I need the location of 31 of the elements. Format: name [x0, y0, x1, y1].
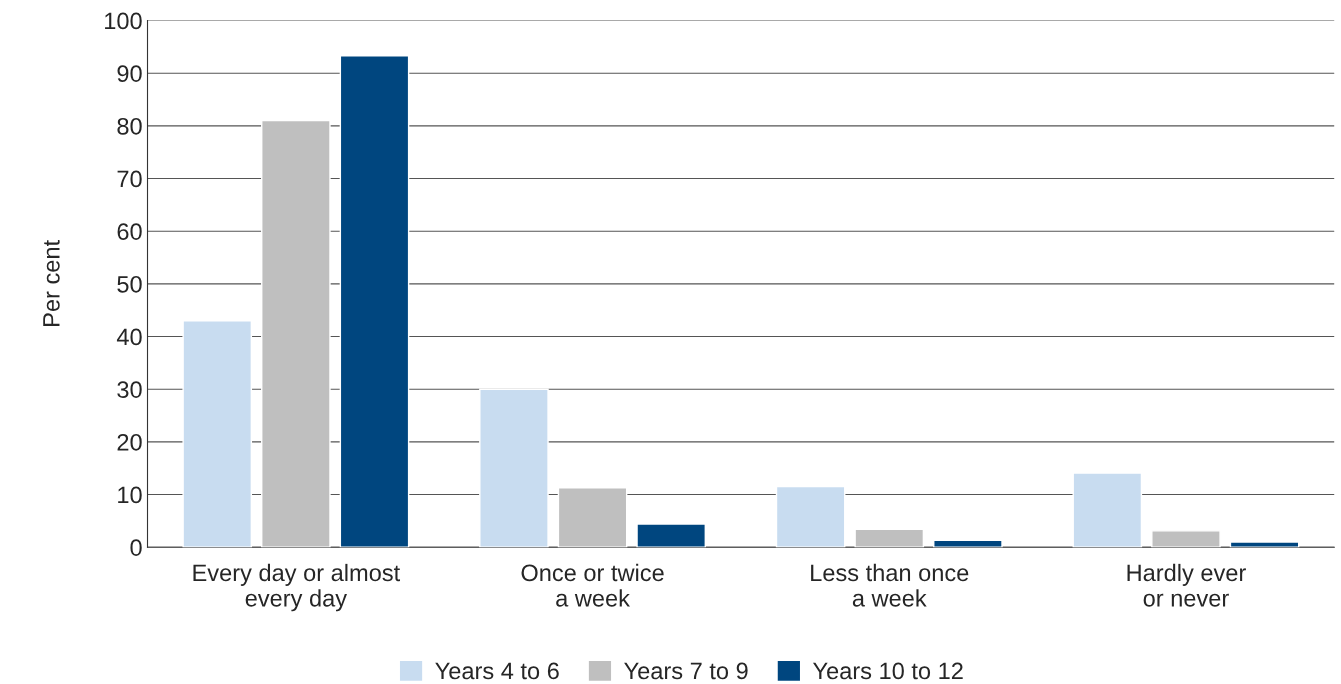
x-tick-label: Once or twice a week	[521, 563, 664, 607]
legend-label: Years 4 to 6	[435, 662, 559, 680]
y-tick-label: 80	[117, 117, 142, 135]
y-tick-label: 10	[118, 486, 142, 504]
bar	[182, 320, 253, 548]
bar	[933, 539, 1003, 548]
y-tick-label: 50	[117, 275, 142, 293]
bar	[339, 55, 410, 548]
x-tick-label: Every day or almost every day	[193, 563, 401, 612]
x-tick-label: Less than once a week	[811, 563, 969, 607]
y-tick-label: 60	[117, 223, 142, 240]
legend-label: Years 10 to 12	[812, 662, 963, 680]
bar	[775, 485, 846, 548]
y-tick-label: 70	[117, 170, 142, 188]
bar	[557, 486, 628, 548]
y-axis-title: Per cent	[43, 240, 60, 326]
bar	[854, 528, 925, 548]
bar	[261, 119, 331, 548]
bar	[1229, 541, 1300, 548]
x-tick-label: Hardly ever or never	[1127, 563, 1246, 607]
y-tick-label: 20	[117, 433, 142, 451]
bar	[1151, 530, 1221, 548]
legend-label: Years 7 to 9	[624, 662, 748, 680]
bar	[1072, 472, 1143, 548]
bar	[479, 388, 549, 548]
y-tick-label: 0	[130, 539, 142, 556]
y-tick-label: 100	[105, 12, 142, 30]
y-tick-label: 30	[117, 381, 142, 398]
y-tick-label: 90	[117, 65, 142, 82]
y-tick-label: 40	[116, 328, 142, 346]
bar	[636, 523, 706, 548]
